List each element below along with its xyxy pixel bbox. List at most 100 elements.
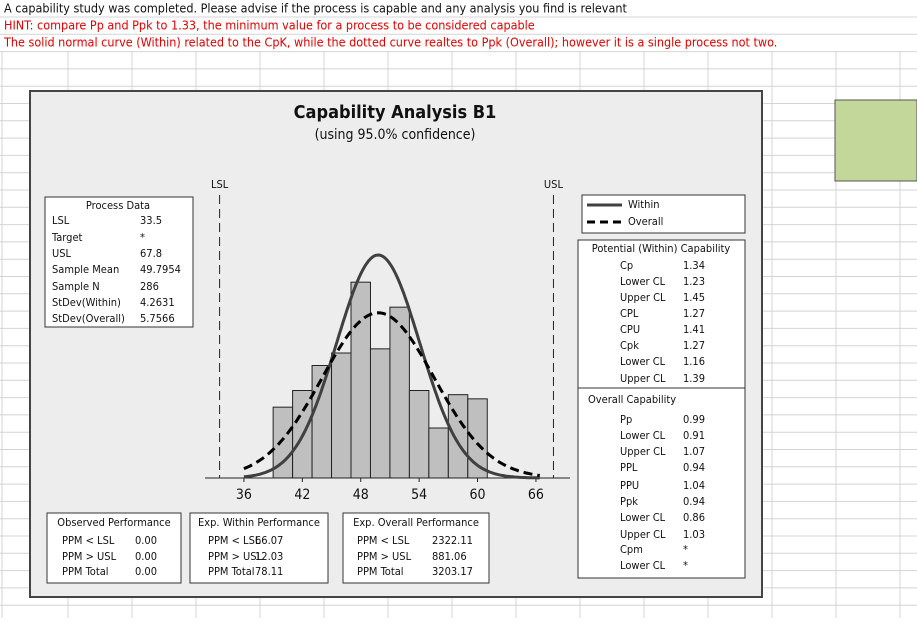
row-value: 1.04 [683,479,705,492]
table-title: Exp. Within Performance [198,516,320,529]
row-value: 67.8 [140,247,162,260]
row-label: CPL [620,307,639,320]
row-value: 1.07 [683,445,705,458]
row-label: PPM < LSL [62,534,115,547]
row-value: 4.2631 [140,296,175,309]
x-tick-label: 54 [411,487,427,503]
row-label: Upper CL [620,291,666,304]
row-value: 0.94 [683,461,705,474]
table-title: Potential (Within) Capability [592,242,731,255]
row-label: PPM < LSL [357,534,410,547]
within-perf-box [189,512,329,584]
row-value: 78.11 [255,565,283,578]
row-label: PPM < LSL [208,534,261,547]
spec-label: LSL [211,178,229,191]
row-value: 1.27 [683,339,705,352]
note: A capability study was completed. Please… [4,1,627,16]
row-value: * [140,231,145,244]
normal-curve [243,253,540,480]
row-value: 3203.17 [432,565,473,578]
row-label: Target [51,231,83,244]
row-value: 1.41 [683,323,705,336]
row-value: 881.06 [432,550,467,563]
row-label: Upper CL [620,528,666,541]
potential-box [577,239,746,389]
row-label: Cp [620,259,633,272]
row-label: Lower CL [620,429,666,442]
row-value: 1.45 [683,291,705,304]
row-value: 0.00 [135,550,157,563]
x-tick-label: 42 [294,487,310,503]
row-label: Pp [620,413,632,426]
row-label: PPM Total [357,565,404,578]
green-cell [834,99,917,182]
overall-perf-box [342,512,490,584]
bar [331,352,352,479]
row-label: Ppk [620,495,638,508]
observed-box [46,512,182,584]
row-label: LSL [52,214,70,227]
row-label: Lower CL [620,355,666,368]
row-label: Cpk [620,339,639,352]
legend-box [581,194,746,234]
table-title: Overall Capability [588,393,676,406]
row-value: 12.03 [255,550,283,563]
row-label: PPM > USL [357,550,412,563]
row-label: StDev(Overall) [52,312,125,325]
bar [311,365,333,479]
legend-label: Overall [628,215,663,228]
legend-label: Within [628,198,659,211]
bar [447,394,469,479]
bar [350,281,371,479]
row-label: USL [52,247,72,260]
row-label: Lower CL [620,275,666,288]
row-label: Sample Mean [52,263,119,276]
chart-subtitle: (using 95.0% confidence) [315,127,476,143]
chart-title: Capability Analysis B1 [294,102,497,123]
row-value: 5.7566 [140,312,175,325]
row-value: 1.39 [683,372,705,385]
x-tick-label: 48 [353,487,369,503]
bar [428,427,449,479]
row-label: Lower CL [620,511,666,524]
note: HINT: compare Pp and Ppk to 1.33, the mi… [4,18,535,33]
row-value: 0.94 [683,495,705,508]
row-label: PPM Total [62,565,109,578]
row-value: 66.07 [255,534,283,547]
row-value: 286 [140,280,159,293]
row-label: PPM Total [208,565,255,578]
bar [369,348,391,479]
process-data-box [44,196,194,328]
row-label: PPM > USL [62,550,117,563]
table-title: Observed Performance [57,516,170,529]
row-value: 2322.11 [432,534,473,547]
row-value: 0.00 [135,565,157,578]
row-label: Upper CL [620,372,666,385]
normal-curve [243,311,540,477]
overall-box [577,387,746,579]
row-value: 1.34 [683,259,705,272]
table-title: Process Data [86,199,150,212]
row-label: PPU [620,479,639,492]
row-label: PPL [620,461,638,474]
row-label: Upper CL [620,445,666,458]
row-label: PPM > USL [208,550,263,563]
bar [408,390,430,479]
bar [389,306,410,479]
x-tick-label: 60 [470,487,486,503]
row-value: * [683,559,688,572]
row-value: 1.16 [683,355,705,368]
row-value: 0.86 [683,511,705,524]
x-tick-label: 36 [236,487,252,503]
spec-label: USL [544,178,564,191]
row-value: 1.23 [683,275,705,288]
row-value: 0.91 [683,429,705,442]
row-value: 1.27 [683,307,705,320]
x-tick-label: 66 [528,487,544,503]
row-value: 49.7954 [140,263,181,276]
note: The solid normal curve (Within) related … [3,35,777,50]
row-label: Cpm [620,543,643,556]
row-label: StDev(Within) [52,296,121,309]
row-value: 1.03 [683,528,705,541]
